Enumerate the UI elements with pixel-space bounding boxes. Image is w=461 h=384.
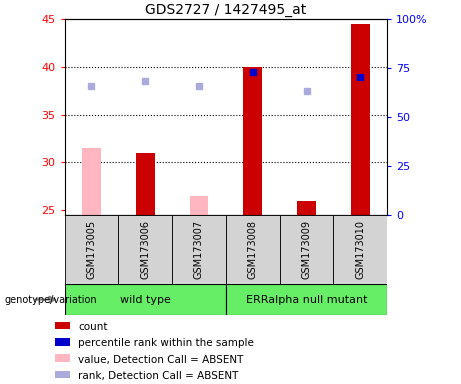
Text: value, Detection Call = ABSENT: value, Detection Call = ABSENT (78, 354, 243, 364)
Bar (118, 215, 172, 284)
Bar (82, 148, 101, 215)
Text: GSM173009: GSM173009 (301, 220, 312, 279)
Text: rank, Detection Call = ABSENT: rank, Detection Call = ABSENT (78, 371, 238, 381)
Text: wild type: wild type (120, 295, 171, 305)
Bar (55, 371, 70, 379)
Text: percentile rank within the sample: percentile rank within the sample (78, 338, 254, 348)
Bar (136, 153, 154, 215)
Bar (226, 215, 280, 284)
Bar (280, 215, 333, 284)
Bar (297, 201, 316, 215)
Text: GSM173005: GSM173005 (86, 220, 96, 279)
Text: GSM173010: GSM173010 (355, 220, 366, 279)
Bar (55, 322, 70, 329)
Text: GSM173007: GSM173007 (194, 220, 204, 279)
Bar (351, 24, 370, 215)
Text: genotype/variation: genotype/variation (5, 295, 97, 305)
Bar (172, 215, 226, 284)
Bar (333, 215, 387, 284)
Bar (243, 67, 262, 215)
Bar (55, 338, 70, 346)
Bar (226, 284, 387, 315)
Bar (55, 354, 70, 362)
Bar (65, 284, 226, 315)
Text: ERRalpha null mutant: ERRalpha null mutant (246, 295, 367, 305)
Text: GSM173006: GSM173006 (140, 220, 150, 279)
Text: count: count (78, 322, 107, 332)
Bar (65, 215, 118, 284)
Bar (189, 196, 208, 215)
Text: GSM173008: GSM173008 (248, 220, 258, 279)
Title: GDS2727 / 1427495_at: GDS2727 / 1427495_at (145, 3, 307, 17)
